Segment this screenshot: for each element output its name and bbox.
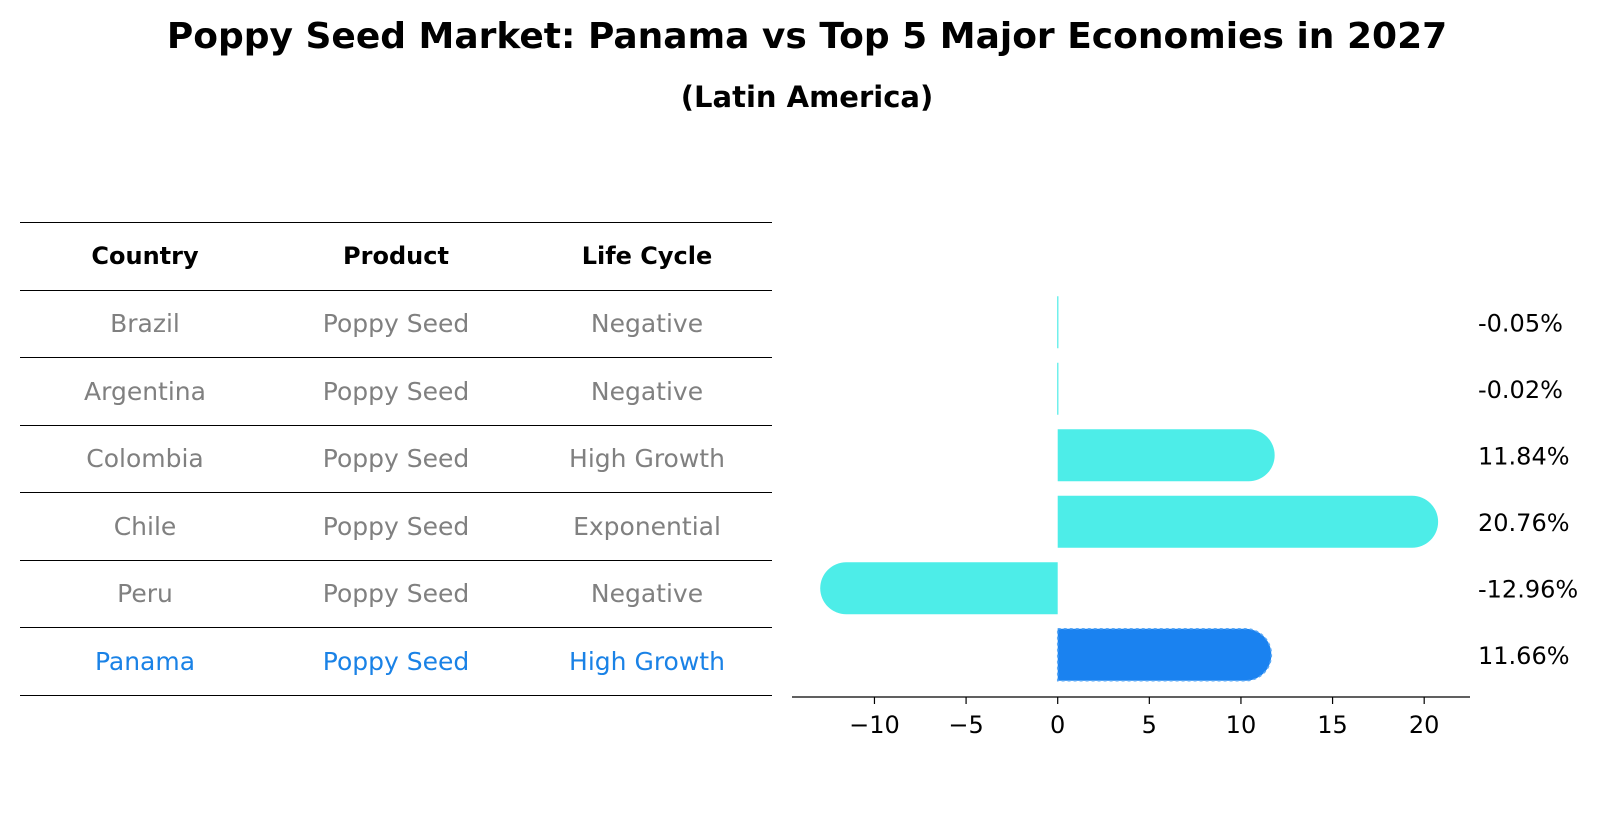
x-tick-label: −5: [948, 711, 983, 739]
cell-life-cycle: Negative: [590, 376, 704, 406]
table-row: Chile Poppy Seed Exponential: [20, 492, 772, 560]
value-label-colombia: 11.84%: [1478, 442, 1570, 470]
bar-argentina: [1057, 362, 1059, 415]
bar-brazil: [1057, 296, 1059, 349]
cell-product: Poppy Seed: [322, 579, 470, 609]
header-country: Country: [91, 242, 199, 271]
bar-panama: [1056, 628, 1273, 682]
cell-product: Poppy Seed: [322, 646, 470, 676]
cell-country: Argentina: [84, 376, 206, 406]
bar-colombia: [1057, 429, 1275, 482]
x-tick-label: 5: [1142, 711, 1157, 739]
cell-country: Colombia: [86, 444, 204, 474]
table-row: Brazil Poppy Seed Negative: [20, 289, 772, 358]
header-product: Product: [343, 242, 449, 271]
cell-life-cycle: Negative: [590, 579, 704, 609]
value-label-chile: 20.76%: [1478, 509, 1570, 537]
x-tick-label: 20: [1409, 711, 1440, 739]
value-label-peru: -12.96%: [1478, 575, 1578, 603]
table-row: Argentina Poppy Seed Negative: [20, 357, 772, 425]
x-tick-label: 15: [1317, 711, 1348, 739]
cell-life-cycle: Negative: [590, 309, 704, 339]
cell-life-cycle: High Growth: [569, 646, 725, 676]
data-table: Country Product Life Cycle Brazil Poppy …: [20, 222, 772, 696]
cell-life-cycle: Exponential: [573, 511, 721, 541]
cell-product: Poppy Seed: [322, 309, 470, 339]
value-label-panama: 11.66%: [1478, 642, 1570, 670]
table-row: Peru Poppy Seed Negative: [20, 559, 772, 628]
cell-product: Poppy Seed: [322, 511, 470, 541]
chart-title: Poppy Seed Market: Panama vs Top 5 Major…: [166, 16, 1448, 57]
cell-country: Panama: [94, 646, 196, 676]
x-tick-label: 0: [1050, 711, 1065, 739]
value-label-argentina: -0.02%: [1478, 376, 1563, 404]
cell-country: Peru: [117, 579, 173, 609]
cell-country: Brazil: [110, 309, 180, 339]
x-tick-label: −10: [849, 711, 900, 739]
bar-chile: [1057, 495, 1439, 548]
cell-life-cycle: High Growth: [569, 444, 725, 474]
table-header-row: Country Product Life Cycle: [20, 222, 772, 290]
header-life-cycle: Life Cycle: [581, 242, 713, 271]
cell-product: Poppy Seed: [322, 444, 470, 474]
cell-country: Chile: [113, 511, 177, 541]
value-label-brazil: -0.05%: [1478, 309, 1563, 337]
table-row: Colombia Poppy Seed High Growth: [20, 424, 772, 493]
cell-product: Poppy Seed: [322, 376, 470, 406]
chart-subtitle: (Latin America): [680, 80, 934, 114]
bar-peru: [820, 562, 1058, 615]
x-tick-label: 10: [1226, 711, 1257, 739]
table-row-highlighted: Panama Poppy Seed High Growth: [20, 627, 772, 696]
